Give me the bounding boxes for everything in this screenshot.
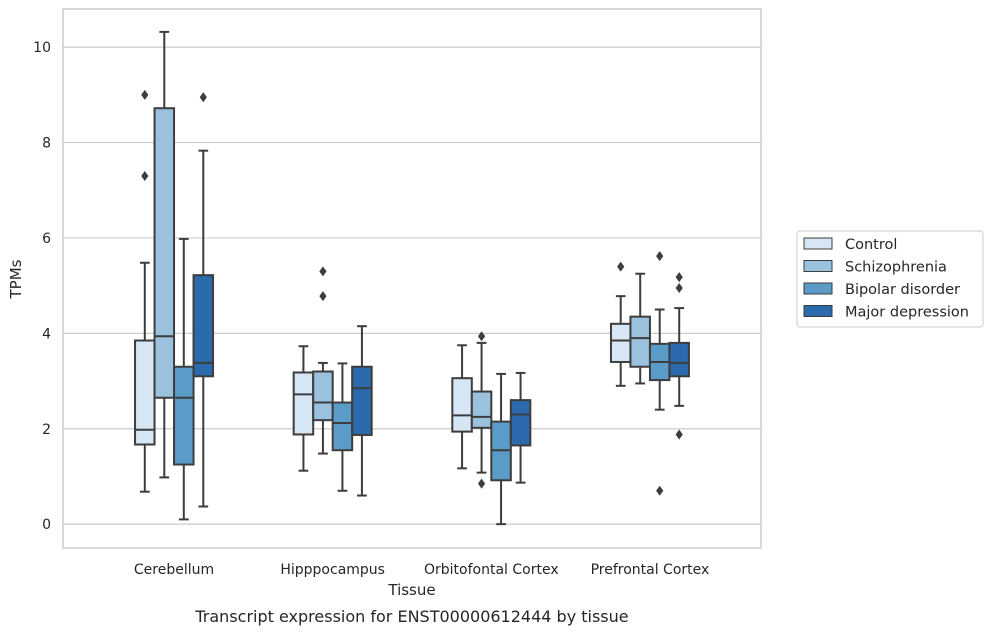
box-group — [609, 261, 632, 387]
box-body — [153, 107, 176, 399]
box-body — [192, 274, 215, 378]
y-axis-ticks: 0 2 4 6 8 10 — [33, 40, 51, 533]
box-group — [648, 251, 671, 496]
legend-label: Major depression — [845, 305, 969, 321]
outlier-point — [477, 331, 486, 342]
box-body — [173, 365, 195, 466]
outlier-point — [319, 291, 327, 302]
box-group — [470, 331, 493, 489]
box-group — [312, 266, 334, 455]
box-group — [173, 237, 195, 521]
outlier-point — [319, 266, 327, 277]
legend-swatch — [803, 237, 833, 250]
box-group — [292, 345, 315, 472]
outlier-point — [199, 92, 207, 103]
box-body — [312, 370, 334, 422]
box-body — [509, 399, 532, 447]
outlier-point — [675, 429, 683, 440]
box-body — [331, 401, 354, 452]
outlier-point — [617, 261, 625, 272]
outlier-point — [656, 485, 664, 496]
box-body — [470, 390, 493, 429]
box-group — [629, 272, 651, 385]
x-tick-label: Hipppocampus — [280, 562, 385, 578]
legend-swatch — [803, 260, 833, 272]
x-tick-label: Prefrontal Cortex — [591, 562, 710, 578]
legend-label: Bipolar disorder — [845, 282, 960, 298]
outlier-point — [141, 170, 149, 181]
box-body — [609, 322, 632, 363]
y-tick-label: 6 — [42, 231, 51, 247]
box-group — [490, 372, 512, 526]
boxes — [134, 30, 690, 526]
outlier-point — [675, 283, 683, 294]
y-tick-label: 8 — [42, 136, 51, 152]
outlier-point — [675, 272, 683, 283]
legend-label: Schizophrenia — [845, 260, 947, 276]
box-group — [668, 272, 690, 440]
box-group — [134, 89, 156, 493]
box-body — [292, 371, 315, 436]
box-group — [451, 344, 473, 470]
legend-label: Control — [845, 237, 897, 253]
y-axis-label: TPMs — [7, 259, 25, 299]
outlier-point — [477, 478, 486, 489]
outlier-point — [141, 89, 149, 100]
box-group — [153, 30, 176, 479]
y-tick-label: 0 — [42, 517, 51, 533]
box-body — [668, 341, 690, 378]
chart-caption: Transcript expression for ENST0000061244… — [194, 607, 628, 626]
legend: Control Schizophrenia Bipolar disorder Majo… — [796, 230, 984, 328]
box-body — [351, 365, 373, 436]
x-tick-label: Cerebellum — [134, 562, 214, 578]
box-group — [509, 371, 532, 484]
y-tick-label: 4 — [42, 326, 51, 342]
box-body — [629, 315, 651, 368]
outlier-point — [656, 251, 664, 262]
box-body — [451, 377, 473, 433]
plot-frame — [62, 8, 762, 549]
x-axis-ticks: Cerebellum Hipppocampus Orbitofontal Corte… — [134, 562, 709, 578]
box-group — [351, 325, 373, 497]
box-group — [331, 362, 354, 492]
legend-swatch — [803, 282, 833, 295]
y-tick-label: 10 — [33, 40, 51, 56]
box-group — [192, 92, 215, 508]
legend-swatch — [803, 305, 833, 317]
legend-frame — [796, 230, 984, 328]
x-tick-label: Orbitofontal Cortex — [424, 562, 559, 578]
y-tick-label: 2 — [42, 422, 51, 438]
x-axis-label: Tissue — [387, 581, 435, 599]
